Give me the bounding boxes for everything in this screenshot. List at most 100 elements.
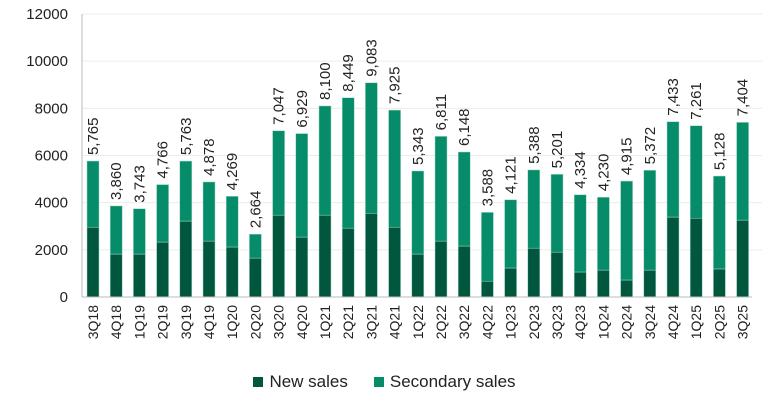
x-tick-label: 2Q19	[155, 305, 171, 339]
bar-new-sales	[481, 280, 494, 298]
data-label: 6,148	[456, 108, 473, 146]
bar-secondary-sales	[86, 160, 100, 228]
bar-new-sales	[597, 269, 610, 298]
bar-secondary-sales	[179, 160, 193, 222]
bar-secondary-sales	[666, 121, 680, 218]
bar-new-sales	[457, 245, 471, 298]
data-label: 5,201	[549, 131, 566, 169]
bar-secondary-sales	[341, 97, 355, 229]
bar-secondary-sales	[249, 233, 262, 259]
bar-new-sales	[620, 279, 633, 298]
bar-secondary-sales	[109, 205, 123, 255]
bar-secondary-sales	[202, 181, 216, 242]
y-tick-label: 8000	[35, 100, 68, 117]
x-tick-label: 4Q19	[201, 305, 217, 339]
data-label: 4,230	[595, 154, 612, 192]
bar-secondary-sales	[388, 109, 401, 228]
x-tick-label: 1Q24	[595, 305, 611, 339]
bar-secondary-sales	[295, 133, 309, 238]
bar-secondary-sales	[527, 169, 541, 249]
legend: New sales Secondary sales	[0, 372, 769, 392]
bar-new-sales	[341, 227, 355, 298]
x-tick-label: 4Q24	[665, 305, 681, 339]
bar-secondary-sales	[434, 136, 448, 242]
y-tick-label: 10000	[26, 53, 68, 70]
y-tick-label: 12000	[26, 6, 68, 23]
data-label: 3,743	[131, 165, 148, 203]
y-tick-label: 4000	[35, 195, 68, 212]
data-label: 5,388	[526, 126, 543, 164]
x-tick-label: 1Q25	[688, 305, 704, 339]
bar-secondary-sales	[550, 174, 564, 253]
data-label: 4,766	[155, 141, 172, 179]
bar-new-sales	[365, 213, 378, 298]
x-tick-label: 3Q20	[271, 305, 287, 339]
stacked-bar-chart: 0 2000 4000 6000 8000 10000 12000 5,765 3Q18 3,86…	[26, 6, 762, 339]
data-label: 4,269	[224, 153, 241, 191]
bar-new-sales	[736, 219, 749, 298]
bar-secondary-sales	[318, 105, 332, 216]
x-tick-label: 3Q22	[456, 305, 472, 339]
x-tick-label: 1Q20	[224, 305, 240, 339]
data-label: 4,915	[619, 138, 636, 176]
bar-secondary-sales	[689, 125, 703, 219]
x-tick-label: 3Q18	[85, 305, 101, 339]
bar-new-sales	[272, 214, 285, 298]
data-label: 4,121	[503, 156, 520, 194]
bar-new-sales	[109, 253, 123, 298]
x-tick-label: 4Q22	[479, 305, 495, 339]
bar-new-sales	[318, 214, 332, 298]
data-label: 6,929	[294, 90, 311, 128]
data-label: 5,372	[642, 127, 659, 165]
bar-new-sales	[550, 251, 564, 298]
bar-secondary-sales	[597, 196, 610, 271]
y-tick-label: 6000	[35, 148, 68, 165]
x-tick-label: 4Q23	[572, 305, 588, 339]
bar-secondary-sales	[573, 194, 587, 273]
data-label: 8,449	[340, 54, 357, 92]
x-tick-label: 4Q20	[294, 305, 310, 339]
x-tick-label: 2Q23	[526, 305, 542, 339]
x-tick-label: 2Q20	[247, 305, 263, 339]
x-tick-label: 1Q22	[410, 305, 426, 339]
legend-swatch-new-sales	[253, 377, 264, 387]
x-tick-label: 3Q23	[549, 305, 565, 339]
data-label: 4,878	[201, 138, 218, 176]
bar-new-sales	[202, 240, 216, 298]
bar-secondary-sales	[620, 180, 633, 281]
legend-label-new-sales: New sales	[269, 372, 348, 391]
x-tick-label: 1Q19	[131, 305, 147, 339]
bar-new-sales	[411, 253, 425, 298]
legend-swatch-secondary-sales	[373, 377, 384, 387]
bar-new-sales	[504, 267, 517, 298]
legend-item-new-sales: New sales	[253, 372, 348, 392]
bar-new-sales	[133, 253, 146, 298]
data-label: 7,047	[271, 87, 288, 125]
x-tick-label: 4Q18	[108, 305, 124, 339]
y-tick-label: 2000	[35, 242, 68, 259]
y-tick-label: 0	[60, 289, 68, 306]
bar-secondary-sales	[225, 196, 239, 248]
data-label: 7,404	[735, 79, 752, 117]
bar-new-sales	[156, 241, 169, 298]
data-label: 5,763	[178, 118, 195, 156]
data-label: 4,334	[572, 151, 589, 189]
bar-new-sales	[689, 217, 703, 298]
bar-secondary-sales	[736, 122, 749, 221]
x-tick-label: 3Q19	[178, 305, 194, 339]
bar-new-sales	[179, 220, 193, 298]
bar-secondary-sales	[365, 82, 378, 214]
x-tick-label: 2Q24	[619, 305, 635, 339]
data-label: 7,433	[665, 78, 682, 116]
bar-new-sales	[295, 236, 309, 298]
x-tick-label: 3Q21	[363, 305, 379, 339]
bar-new-sales	[434, 240, 448, 298]
data-label: 5,128	[711, 133, 728, 171]
bar-new-sales	[225, 246, 239, 298]
bar-secondary-sales	[272, 130, 285, 216]
bar-secondary-sales	[457, 151, 471, 247]
data-label: 7,261	[688, 82, 705, 120]
bar-secondary-sales	[481, 212, 494, 282]
data-label: 8,100	[317, 62, 334, 100]
data-label: 2,664	[247, 191, 264, 229]
